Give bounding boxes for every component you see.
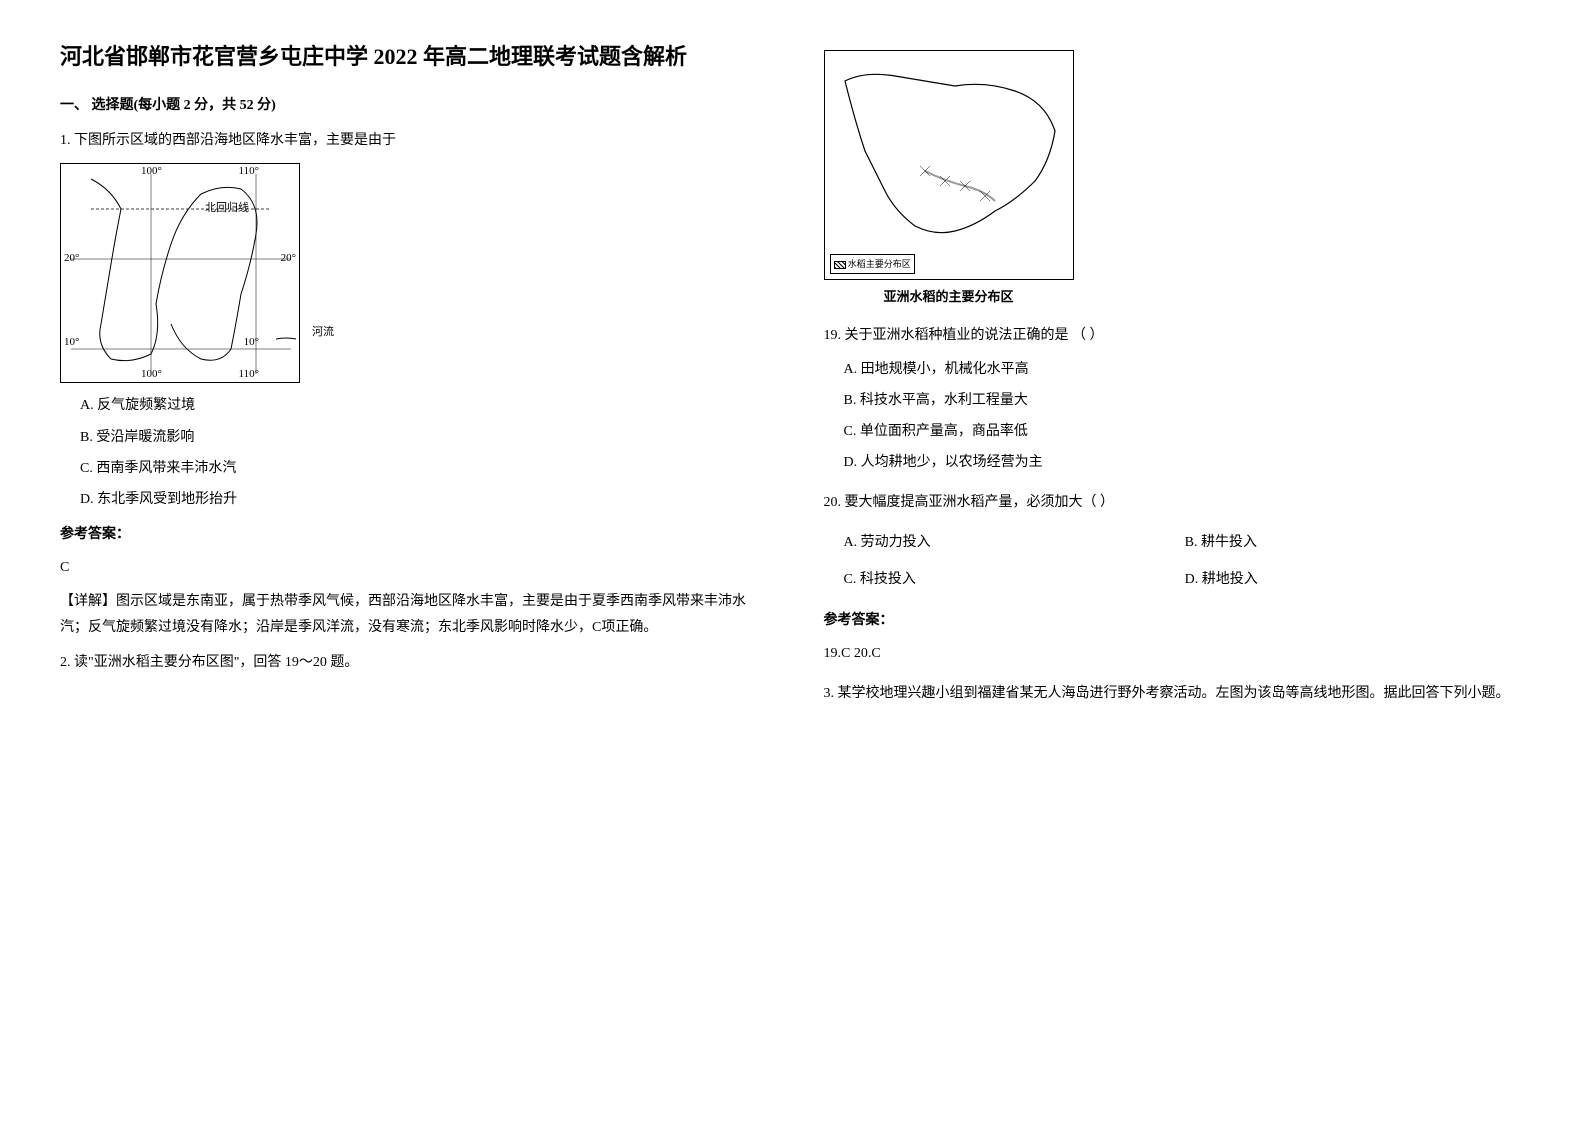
right-column: 水稻主要分布区 亚洲水稻的主要分布区 19. 关于亚洲水稻种植业的说法正确的是 …	[824, 40, 1528, 714]
river-label: 河流	[312, 323, 334, 343]
map-southeast-asia: 100° 110° 20° 20° 10° 10° 100° 110° 北回归线…	[60, 163, 300, 383]
q1-option-d: D. 东北季风受到地形抬升	[60, 487, 764, 512]
exam-title: 河北省邯郸市花官营乡屯庄中学 2022 年高二地理联考试题含解析	[60, 40, 764, 73]
asia-map-svg	[825, 51, 1075, 281]
q1-answer-label: 参考答案：	[60, 522, 764, 547]
q19-option-d: D. 人均耕地少，以农场经营为主	[824, 450, 1528, 475]
map-svg-coastline	[61, 164, 301, 384]
q1-option-a: A. 反气旋频繁过境	[60, 393, 764, 418]
map-legend: 水稻主要分布区	[830, 254, 915, 274]
question-19-text: 19. 关于亚洲水稻种植业的说法正确的是 （ ）	[824, 323, 1528, 348]
question-1-text: 1. 下图所示区域的西部沿海地区降水丰富，主要是由于	[60, 128, 764, 153]
q1-option-c: C. 西南季风带来丰沛水汽	[60, 456, 764, 481]
asia-map-caption: 亚洲水稻的主要分布区	[824, 285, 1074, 308]
q20-answer: 19.C 20.C	[824, 641, 1528, 666]
q1-answer: C	[60, 555, 764, 580]
q19-option-c: C. 单位面积产量高，商品率低	[824, 419, 1528, 444]
q1-option-b: B. 受沿岸暖流影响	[60, 425, 764, 450]
question-3-text: 3. 某学校地理兴趣小组到福建省某无人海岛进行野外考察活动。左图为该岛等高线地形…	[824, 681, 1528, 706]
map-asia-rice: 水稻主要分布区	[824, 50, 1074, 280]
legend-text: 水稻主要分布区	[848, 259, 911, 269]
q1-explanation: 【详解】图示区域是东南亚，属于热带季风气候，西部沿海地区降水丰富，主要是由于夏季…	[60, 589, 764, 642]
q20-option-b: B. 耕牛投入	[1165, 530, 1503, 555]
left-column: 河北省邯郸市花官营乡屯庄中学 2022 年高二地理联考试题含解析 一、 选择题(…	[60, 40, 764, 714]
q19-option-a: A. 田地规模小，机械化水平高	[824, 357, 1528, 382]
q20-answer-label: 参考答案：	[824, 608, 1528, 633]
q20-option-a: A. 劳动力投入	[824, 530, 1162, 555]
question-2-text: 2. 读"亚洲水稻主要分布区图"，回答 19～20 题。	[60, 650, 764, 675]
q19-option-b: B. 科技水平高，水利工程量大	[824, 388, 1528, 413]
q20-option-c: C. 科技投入	[824, 567, 1162, 592]
q20-option-d: D. 耕地投入	[1165, 567, 1503, 592]
question-20-text: 20. 要大幅度提高亚洲水稻产量，必须加大（ ）	[824, 490, 1528, 515]
section-1-header: 一、 选择题(每小题 2 分，共 52 分)	[60, 93, 764, 118]
legend-pattern-icon	[834, 261, 846, 269]
